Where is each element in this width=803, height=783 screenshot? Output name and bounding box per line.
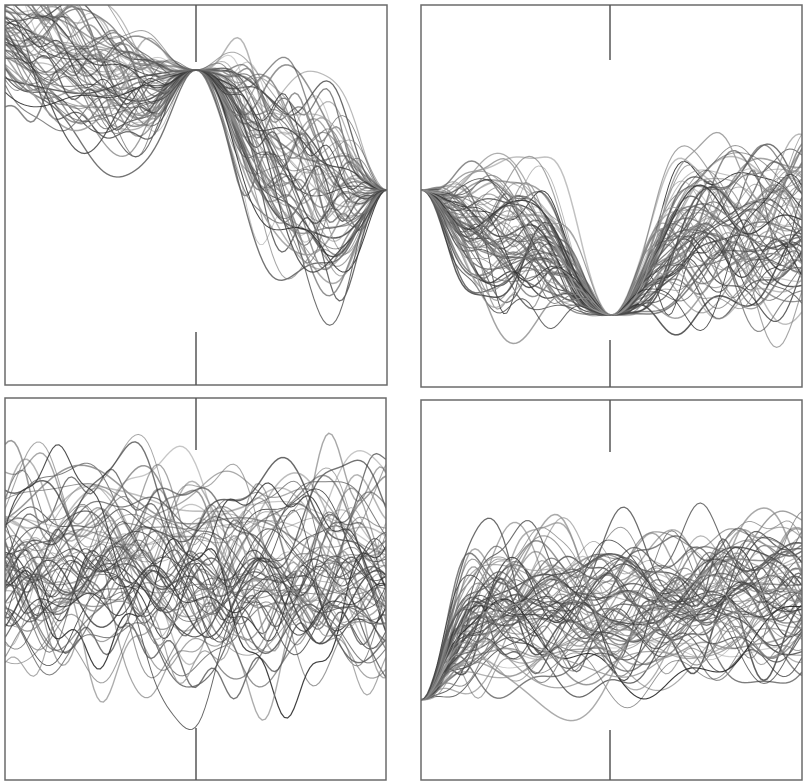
panel-curves <box>421 503 802 721</box>
panel-curves <box>421 133 802 348</box>
panel-curves <box>5 433 386 729</box>
panel-frame <box>421 5 802 387</box>
sample-curve <box>5 471 386 555</box>
page: (() => { JSON.parse(document.getElementB… <box>0 0 803 783</box>
figure <box>0 0 803 783</box>
